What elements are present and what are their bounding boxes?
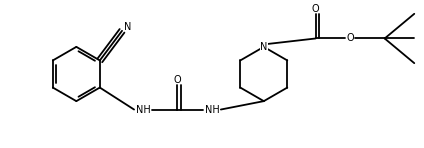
Text: O: O [174,75,181,85]
Text: N: N [124,22,131,32]
Text: O: O [346,33,354,44]
Text: NH: NH [136,104,151,115]
Text: N: N [260,42,268,52]
Text: NH: NH [205,104,219,115]
Text: O: O [312,4,319,14]
